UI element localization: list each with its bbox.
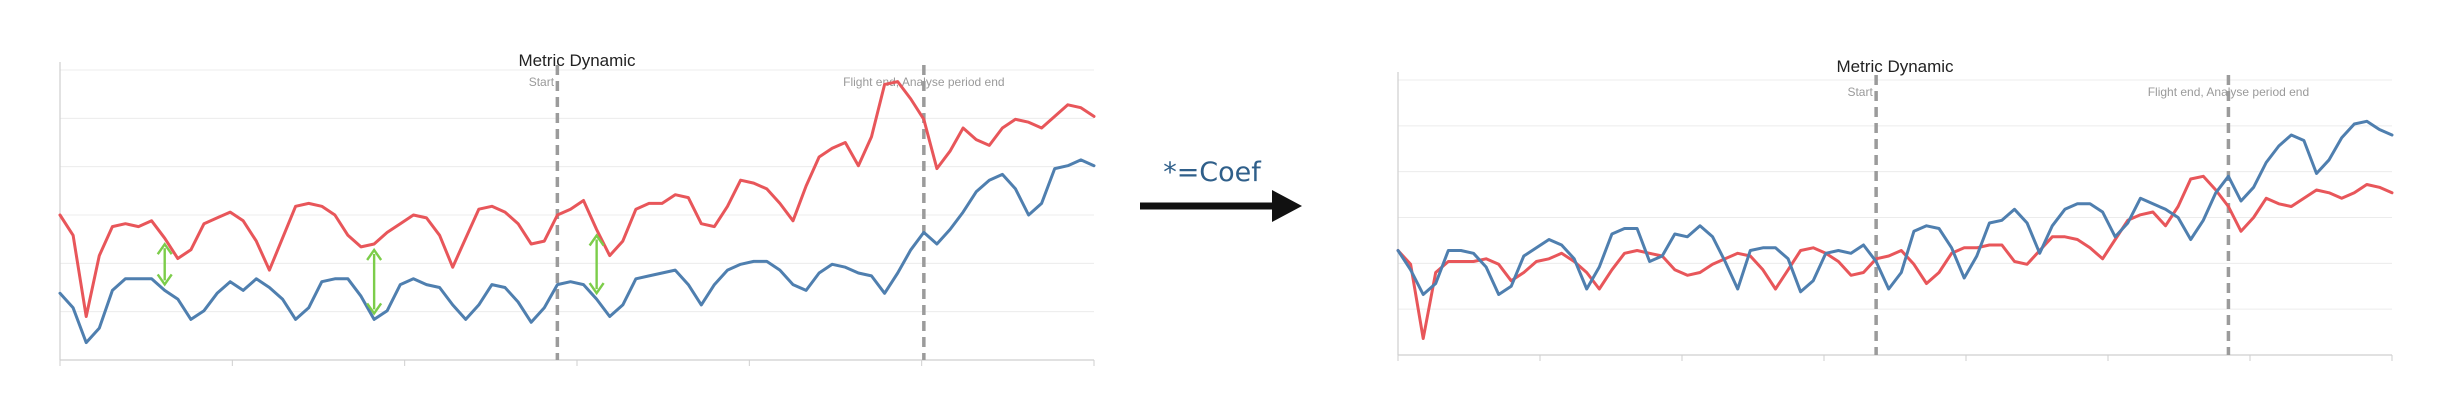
axes <box>59 62 1095 366</box>
double-arrow-icon <box>588 233 605 296</box>
marker-label-end: Flight end, Analyse period end <box>843 75 1004 89</box>
grid <box>60 69 1094 361</box>
series-line-red <box>58 80 1096 318</box>
chart-title: Metric Dynamic <box>518 51 636 70</box>
marker-label-start: Start <box>1847 85 1873 99</box>
gap-arrows <box>156 233 605 316</box>
transform-operator: *=Coef <box>1140 157 1302 222</box>
series-line-red <box>1396 174 2394 340</box>
arrow-right-icon <box>1272 190 1302 222</box>
double-arrow-icon <box>156 242 173 287</box>
axes <box>1397 72 2393 361</box>
marker-label-start: Start <box>529 75 555 89</box>
chart-title: Metric Dynamic <box>1836 57 1954 76</box>
series-line-blue <box>58 158 1096 345</box>
double-arrow-icon <box>366 247 383 316</box>
coef-label: *=Coef <box>1163 157 1262 188</box>
series <box>1396 119 2394 340</box>
period-markers: Start Flight end, Analyse period end <box>529 65 1005 360</box>
period-markers: Start Flight end, Analyse period end <box>1847 75 2309 355</box>
marker-label-end: Flight end, Analyse period end <box>2148 85 2309 99</box>
series-line-blue <box>1396 119 2394 296</box>
grid <box>1398 79 2392 356</box>
series <box>58 80 1096 345</box>
right-chart: Metric Dynamic Start Flight end, Analyse… <box>1396 57 2394 361</box>
left-chart: Metric Dynamic Start Flight end, Analyse… <box>58 51 1096 366</box>
